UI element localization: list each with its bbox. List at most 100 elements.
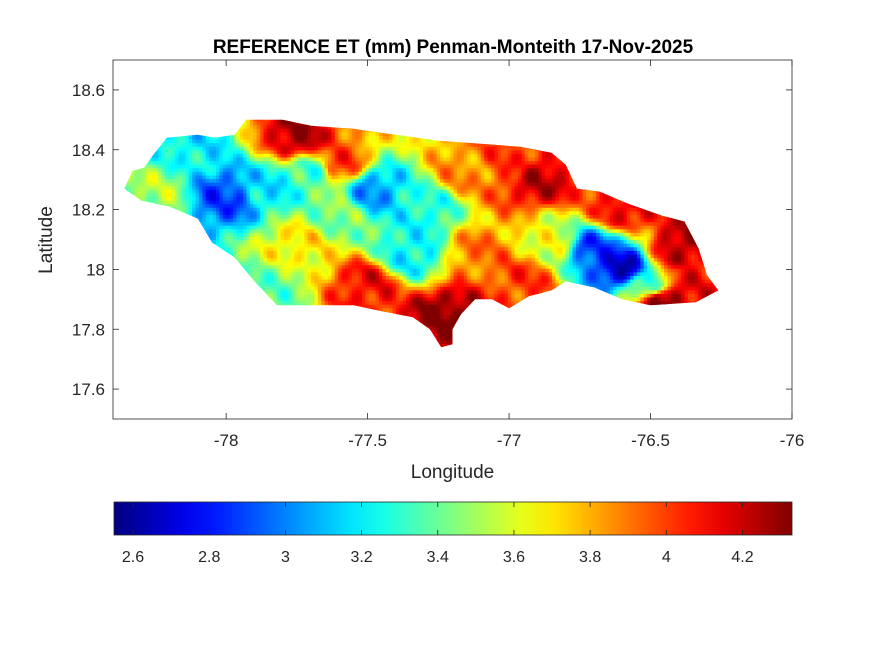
et-cell-3313 (297, 167, 302, 172)
et-cell-4051 (338, 275, 343, 280)
et-cell-1778 (216, 164, 220, 169)
et-cell-2731 (266, 189, 271, 194)
et-cell-2023 (229, 203, 234, 208)
et-cell-1574 (205, 207, 210, 212)
et-cell-3103 (287, 232, 292, 237)
et-cell-953 (171, 139, 176, 144)
et-cell-2735 (266, 174, 271, 180)
et-cell-1461 (199, 153, 203, 158)
et-cell-4189 (345, 239, 349, 244)
et-cell-1508 (202, 214, 207, 219)
et-cell-2218 (239, 192, 244, 197)
et-cell-1633 (209, 225, 214, 230)
et-cell-3101 (287, 239, 292, 244)
et-cell-2298 (243, 135, 248, 140)
et-cell-3241 (294, 196, 299, 201)
et-cell-2090 (233, 192, 237, 197)
et-cell-2829 (273, 296, 278, 302)
et-cell-2409 (249, 196, 254, 201)
et-cell-1389 (195, 182, 200, 187)
et-cell-4814 (378, 293, 383, 298)
et-cell-2741 (266, 153, 271, 158)
et-cell-2864 (273, 171, 278, 176)
et-cell-1953 (226, 225, 231, 230)
et-cell-2912 (277, 228, 282, 233)
et-cell-2160 (236, 171, 241, 176)
et-cell-1588 (205, 156, 210, 162)
et-cell-4138 (341, 192, 346, 197)
et-cell-4277 (348, 153, 353, 158)
et-cell-1962 (226, 192, 231, 197)
et-cell-1514 (202, 192, 207, 197)
et-cell-4817 (378, 282, 383, 287)
et-cell-681 (158, 196, 163, 201)
et-cell-1967 (226, 174, 231, 180)
et-cell-1572 (205, 214, 210, 219)
et-cell-1635 (209, 218, 214, 223)
et-cell-3442 (304, 164, 309, 169)
et-cell-2220 (239, 185, 244, 190)
et-cell-4215 (345, 146, 349, 151)
et-cell-1697 (212, 225, 217, 230)
et-cell-1694 (212, 235, 217, 241)
et-cell-2796 (270, 185, 275, 190)
et-cell-3610 (314, 250, 319, 255)
et-cell-4188 (345, 243, 349, 248)
et-cell-2482 (253, 164, 258, 169)
et-cell-3820 (324, 185, 329, 190)
et-cell-1449 (199, 196, 203, 201)
et-cell-1638 (209, 207, 214, 212)
et-cell-752 (161, 171, 166, 176)
et-cell-3554 (311, 221, 315, 226)
et-cell-4812 (378, 300, 383, 305)
et-cell-3416 (304, 257, 309, 262)
et-cell-557 (151, 182, 156, 187)
et-cell-2235 (239, 131, 244, 136)
et-cell-4644 (368, 214, 373, 219)
et-cell-1632 (209, 228, 214, 233)
et-cell-4374 (355, 264, 360, 269)
et-cell-4557 (365, 296, 370, 302)
et-cell-3105 (287, 225, 292, 230)
et-cell-4389 (355, 210, 360, 215)
et-cell-3056 (283, 171, 288, 176)
et-cell-1387 (195, 189, 200, 194)
et-cell-4648 (368, 200, 373, 205)
et-cell-3542 (311, 264, 315, 269)
et-cell-4693 (372, 268, 377, 273)
et-cell-3736 (321, 257, 326, 262)
et-cell-1380 (195, 214, 200, 219)
et-cell-4396 (355, 185, 360, 190)
et-cell-3891 (328, 160, 332, 165)
et-cell-1823 (219, 232, 224, 237)
et-cell-3869 (328, 239, 332, 244)
et-cell-3118 (287, 178, 292, 183)
et-cell-2978 (280, 221, 285, 226)
et-cell-620 (154, 185, 159, 190)
et-cell-2849 (273, 225, 278, 230)
et-cell-4023 (334, 146, 339, 151)
et-cell-3164 (290, 243, 295, 248)
et-cell-3245 (294, 182, 299, 187)
et-cell-2275 (243, 218, 248, 223)
et-cell-2715 (266, 246, 271, 251)
et-cell-3766 (321, 149, 326, 154)
et-cell-1949 (226, 239, 231, 244)
et-cell-4784 (375, 171, 380, 176)
et-cell-4655 (368, 174, 373, 180)
et-cell-3596 (314, 300, 319, 305)
et-cell-3865 (328, 253, 332, 259)
et-cell-2162 (236, 164, 241, 169)
et-cell-2074 (233, 250, 237, 255)
et-cell-3373 (300, 182, 305, 187)
et-cell-4496 (362, 286, 366, 291)
et-cell-3870 (328, 235, 332, 241)
et-cell-3004 (280, 128, 285, 133)
et-cell-4883 (382, 275, 387, 280)
et-cell-1388 (195, 185, 200, 190)
et-cell-4410 (355, 135, 360, 140)
et-cell-2226 (239, 164, 244, 169)
et-cell-3822 (324, 178, 329, 183)
et-cell-4662 (368, 149, 373, 154)
et-cell-3278 (297, 293, 302, 298)
